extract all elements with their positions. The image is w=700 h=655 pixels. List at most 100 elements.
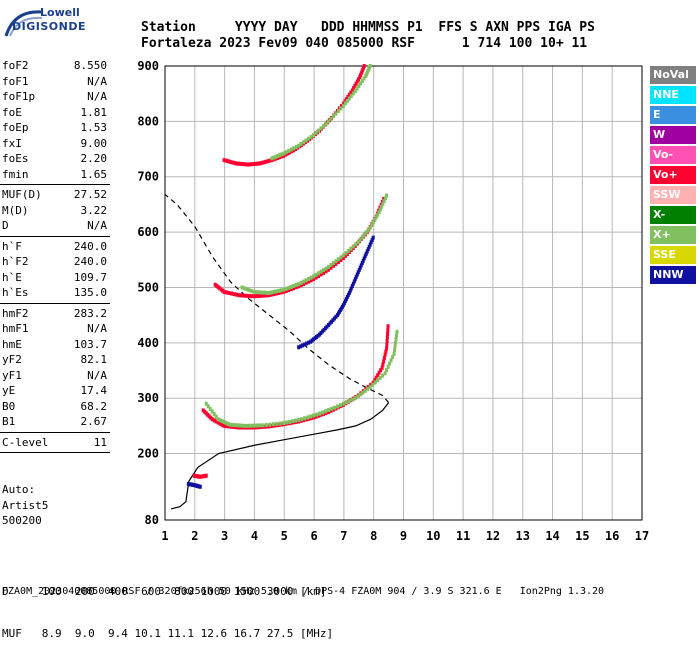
echo-mark	[366, 247, 370, 252]
param-name: B1	[2, 415, 16, 428]
echo-mark	[206, 404, 210, 409]
echo-mark	[349, 90, 353, 95]
param-row: B1 2.67	[0, 414, 110, 430]
echo-mark	[334, 261, 338, 266]
echo-mark	[344, 400, 348, 405]
echo-mark	[240, 285, 244, 290]
echo-mark	[367, 244, 371, 249]
echo-mark	[280, 152, 284, 157]
echo-mark	[242, 293, 246, 298]
auto-line: Artist5	[2, 498, 49, 512]
echo-mark	[268, 422, 272, 427]
logo-swoosh-icon	[4, 10, 43, 37]
echo-mark	[225, 290, 229, 295]
echo-mark	[272, 292, 276, 297]
echo-mark	[271, 422, 275, 427]
echo-mark	[382, 356, 386, 361]
param-row: foF1p N/A	[0, 89, 110, 105]
echo-mark	[360, 235, 364, 240]
echo-mark	[336, 257, 340, 262]
echo-mark	[343, 101, 347, 106]
echo-mark	[385, 368, 389, 373]
echo-mark	[304, 280, 308, 285]
param-row: yE 17.4	[0, 383, 110, 399]
echo-mark	[288, 419, 292, 424]
x-tick-label: 8	[370, 529, 377, 543]
echo-mark	[349, 246, 353, 251]
param-value: 103.7	[73, 337, 107, 351]
echo-mark	[284, 288, 288, 293]
echo-mark	[270, 156, 274, 161]
param-row: D N/A	[0, 218, 110, 234]
y-tick-label: 600	[137, 225, 159, 239]
echo-mark	[350, 397, 354, 402]
echo-mark	[353, 83, 357, 88]
y-tick-label: 900	[137, 59, 159, 73]
echo-mark	[312, 413, 316, 418]
echo-mark	[222, 158, 226, 163]
x-tick-label: 15	[575, 529, 589, 543]
echo-mark	[335, 404, 339, 409]
echo-mark	[267, 293, 271, 298]
echo-mark	[255, 423, 259, 428]
echo-mark	[354, 274, 358, 279]
echo-mark	[274, 291, 278, 296]
param-value: 283.2	[73, 306, 107, 320]
param-row: yF2 82.1	[0, 352, 110, 368]
echo-mark	[359, 263, 363, 268]
param-value: 240.0	[73, 255, 107, 268]
echo-mark	[307, 279, 311, 284]
x-tick-label: 6	[310, 529, 317, 543]
param-value: N/A	[87, 90, 107, 103]
echo-mark	[358, 392, 362, 397]
param-value: N/A	[87, 368, 107, 382]
echo-mark	[268, 158, 272, 163]
x-tick-label: 16	[605, 529, 619, 543]
echo-mark	[297, 282, 301, 287]
echo-mark	[309, 278, 313, 283]
echo-mark	[347, 398, 351, 403]
echo-mark	[381, 362, 385, 367]
echo-mark	[357, 83, 361, 88]
echo-mark	[307, 340, 311, 345]
echo-mark	[269, 292, 273, 297]
echo-mark	[299, 344, 303, 349]
echo-mark	[236, 161, 240, 166]
echo-mark	[353, 396, 357, 401]
echo-mark	[297, 417, 301, 422]
echo-mark	[278, 153, 282, 158]
parameter-panel: foF2 8.550 foF1 N/A foF1p N/A foE 1.81 foEp 1.53 f…	[0, 58, 110, 455]
echo-mark	[386, 331, 390, 336]
echo-mark	[324, 269, 328, 274]
echo-mark	[307, 136, 311, 141]
param-name: foEs	[2, 152, 29, 165]
echo-mark	[385, 335, 389, 340]
echo-mark	[394, 337, 398, 342]
echo-mark	[285, 420, 289, 425]
echo-mark	[376, 373, 380, 378]
echo-mark	[368, 385, 372, 390]
echo-mark	[294, 418, 298, 423]
param-name: yF2	[2, 353, 22, 366]
echo-mark	[366, 384, 370, 389]
echo-mark	[267, 291, 271, 295]
echo-mark	[369, 382, 373, 387]
param-value: 3.22	[80, 203, 108, 217]
echo-mark	[279, 288, 283, 293]
echo-mark	[339, 255, 343, 260]
legend-item: SSE	[650, 246, 696, 264]
echo-mark	[339, 104, 343, 109]
echo-mark	[228, 422, 232, 427]
param-value: N/A	[87, 219, 107, 232]
echo-mark	[240, 293, 244, 298]
param-row: foE 1.81	[0, 105, 110, 121]
echo-mark	[246, 287, 250, 292]
echo-mark	[238, 161, 242, 166]
echo-mark	[319, 272, 323, 277]
muf-table: D 100 200 400 600 800 1000 1500 3000 [km…	[2, 557, 333, 655]
param-row: foF1 N/A	[0, 74, 110, 90]
echo-mark	[224, 420, 228, 425]
param-value: N/A	[87, 74, 107, 88]
echo-mark	[357, 77, 361, 82]
legend-item: X+	[650, 226, 696, 244]
